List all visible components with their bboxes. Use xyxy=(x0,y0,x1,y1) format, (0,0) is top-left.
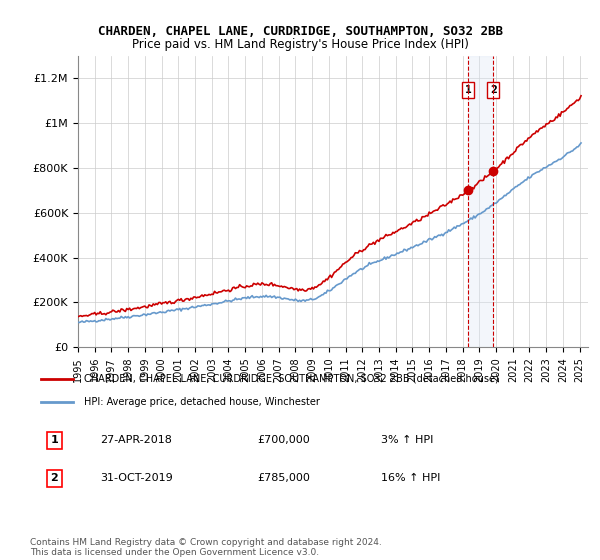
Bar xyxy=(468,56,493,347)
Text: CHARDEN, CHAPEL LANE, CURDRIDGE, SOUTHAMPTON, SO32 2BB: CHARDEN, CHAPEL LANE, CURDRIDGE, SOUTHAM… xyxy=(97,25,503,38)
Text: 1: 1 xyxy=(50,435,58,445)
Text: HPI: Average price, detached house, Winchester: HPI: Average price, detached house, Winc… xyxy=(84,397,320,407)
Text: Contains HM Land Registry data © Crown copyright and database right 2024.
This d: Contains HM Land Registry data © Crown c… xyxy=(30,538,382,557)
Text: CHARDEN, CHAPEL LANE, CURDRIDGE, SOUTHAMPTON, SO32 2BB (detached house): CHARDEN, CHAPEL LANE, CURDRIDGE, SOUTHAM… xyxy=(84,374,499,384)
Text: 31-OCT-2019: 31-OCT-2019 xyxy=(100,473,173,483)
Text: £700,000: £700,000 xyxy=(257,435,310,445)
Text: £785,000: £785,000 xyxy=(257,473,310,483)
Text: 1: 1 xyxy=(464,85,472,95)
Text: 2: 2 xyxy=(490,85,497,95)
Text: Price paid vs. HM Land Registry's House Price Index (HPI): Price paid vs. HM Land Registry's House … xyxy=(131,38,469,50)
Text: 16% ↑ HPI: 16% ↑ HPI xyxy=(381,473,440,483)
Text: 2: 2 xyxy=(50,473,58,483)
Text: 27-APR-2018: 27-APR-2018 xyxy=(100,435,172,445)
Text: 3% ↑ HPI: 3% ↑ HPI xyxy=(381,435,433,445)
